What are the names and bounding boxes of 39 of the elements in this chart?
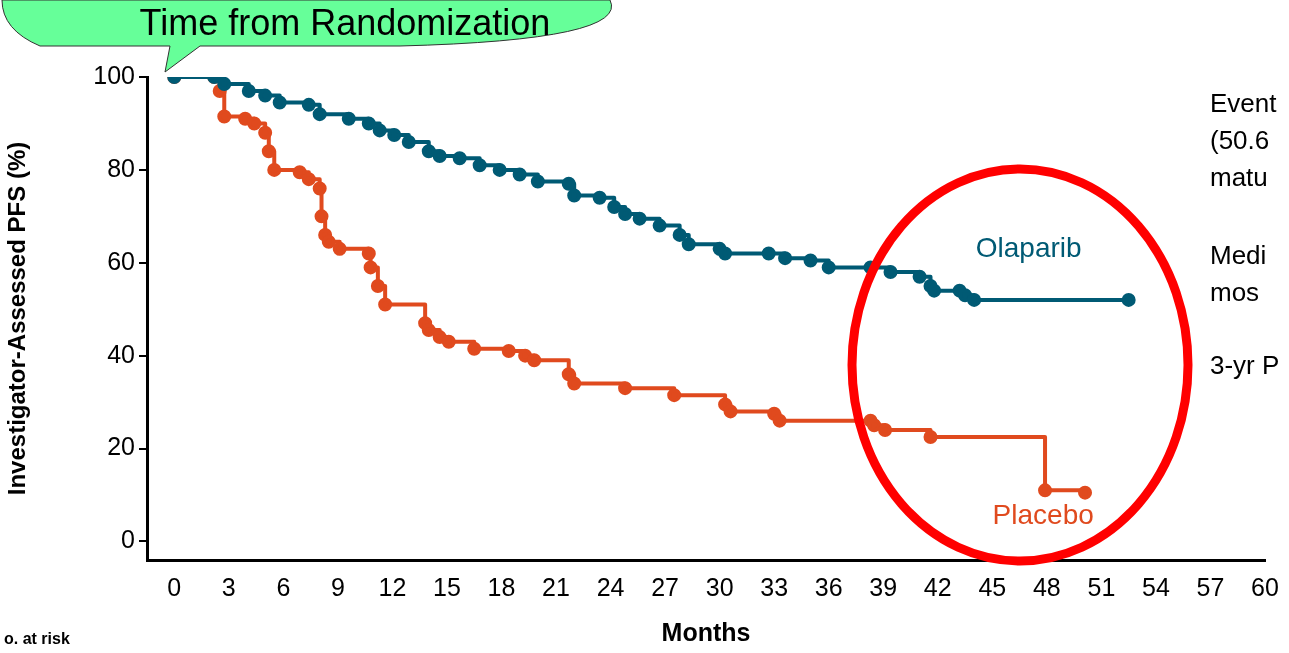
annotation: mos <box>1210 277 1260 308</box>
y-tick-label: 40 <box>107 339 135 368</box>
y-tick-label: 80 <box>107 153 135 182</box>
x-tick-label: 54 <box>1142 572 1170 601</box>
x-tick-label: 60 <box>1251 572 1279 601</box>
x-tick-label: 33 <box>760 572 789 601</box>
x-tick-label: 3 <box>221 572 236 601</box>
series-label: Olaparib <box>975 231 1082 263</box>
x-tick-label: 27 <box>651 572 679 601</box>
series-label: Placebo <box>992 498 1094 530</box>
x-tick-label: 18 <box>487 572 516 601</box>
x-tick-label: 45 <box>978 572 1007 601</box>
x-tick-label: 42 <box>923 572 952 601</box>
annotation: (50.6 <box>1210 125 1270 156</box>
x-tick-label: 48 <box>1032 572 1061 601</box>
x-tick-label: 51 <box>1087 572 1116 601</box>
x-axis-title: Months <box>661 617 751 646</box>
x-tick-label: 57 <box>1196 572 1225 601</box>
y-axis-title: Investigator-Assessed PFS (%) <box>3 141 31 496</box>
annotation: matu <box>1210 162 1268 193</box>
y-tick-label: 0 <box>121 525 135 554</box>
x-tick-label: 30 <box>705 572 734 601</box>
x-tick-label: 6 <box>276 572 291 601</box>
x-tick-label: 9 <box>330 572 345 601</box>
y-tick-label: 60 <box>107 246 135 275</box>
x-tick-label: 24 <box>596 572 625 601</box>
annotation: Medi <box>1210 240 1267 271</box>
chart-title: Time from Randomization <box>138 2 552 44</box>
annotation: Event <box>1210 88 1277 119</box>
y-tick-label: 100 <box>93 60 135 89</box>
y-tick-label: 20 <box>107 432 135 461</box>
x-tick-label: 15 <box>433 572 461 601</box>
x-tick-label: 12 <box>378 572 407 601</box>
text: o. at risk <box>4 630 70 648</box>
x-tick-label: 21 <box>542 572 570 601</box>
annotation: 3-yr P <box>1210 350 1280 381</box>
x-tick-label: 39 <box>869 572 898 601</box>
x-tick-label: 0 <box>167 572 182 601</box>
x-tick-label: 36 <box>814 572 843 601</box>
